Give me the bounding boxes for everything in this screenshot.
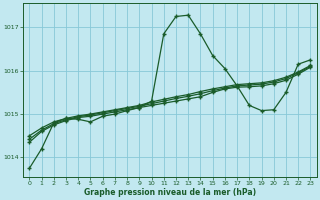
X-axis label: Graphe pression niveau de la mer (hPa): Graphe pression niveau de la mer (hPa) xyxy=(84,188,256,197)
